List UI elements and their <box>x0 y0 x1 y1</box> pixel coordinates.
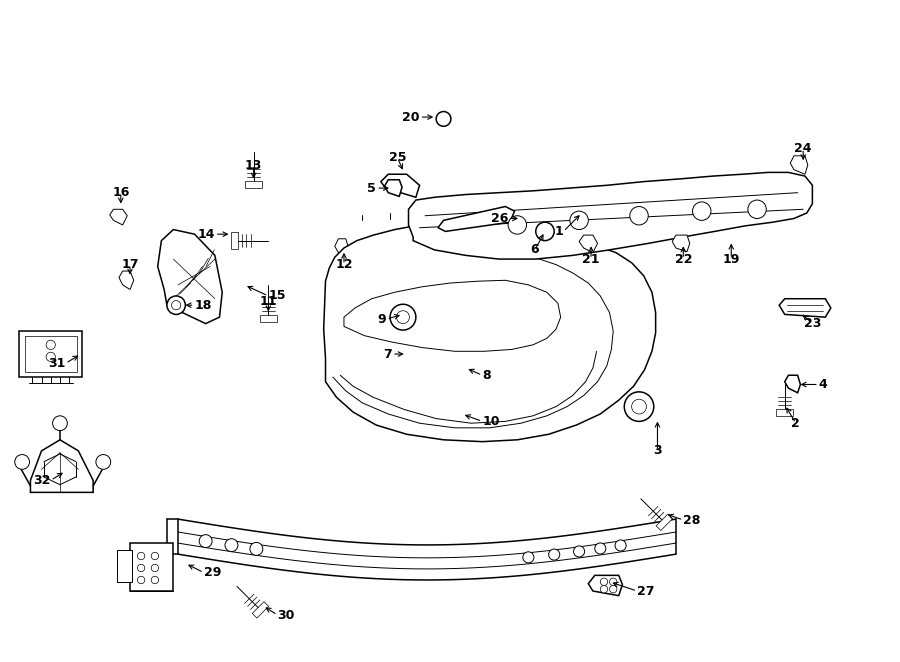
Text: 10: 10 <box>482 415 500 428</box>
Text: 32: 32 <box>33 474 50 487</box>
Circle shape <box>397 310 410 324</box>
FancyBboxPatch shape <box>25 336 77 373</box>
Polygon shape <box>790 156 808 174</box>
Circle shape <box>138 577 145 584</box>
Polygon shape <box>777 409 793 416</box>
Text: 17: 17 <box>122 258 139 271</box>
Circle shape <box>151 564 158 572</box>
Circle shape <box>138 552 145 559</box>
Polygon shape <box>381 174 419 197</box>
Circle shape <box>225 539 238 551</box>
Text: 5: 5 <box>367 181 376 195</box>
Polygon shape <box>779 299 831 317</box>
Text: 1: 1 <box>554 225 563 238</box>
Text: 9: 9 <box>378 312 386 326</box>
Polygon shape <box>438 207 515 232</box>
Circle shape <box>508 216 526 234</box>
Circle shape <box>436 111 451 126</box>
Polygon shape <box>454 362 470 379</box>
Circle shape <box>96 455 111 469</box>
Polygon shape <box>785 375 800 393</box>
Text: 18: 18 <box>194 299 212 312</box>
Circle shape <box>595 543 606 554</box>
Polygon shape <box>158 230 222 324</box>
Circle shape <box>609 578 617 585</box>
Circle shape <box>390 305 416 330</box>
Circle shape <box>523 552 534 563</box>
Polygon shape <box>409 172 813 259</box>
Circle shape <box>549 549 560 560</box>
Text: 3: 3 <box>653 444 662 457</box>
Text: 12: 12 <box>335 258 353 271</box>
Circle shape <box>52 416 68 430</box>
Text: 4: 4 <box>819 378 828 391</box>
Text: 2: 2 <box>791 416 800 430</box>
Circle shape <box>46 352 55 361</box>
Text: 28: 28 <box>683 514 701 526</box>
Text: 20: 20 <box>402 111 419 124</box>
Text: 29: 29 <box>203 566 221 579</box>
Polygon shape <box>324 218 655 442</box>
Text: 19: 19 <box>723 253 740 265</box>
Polygon shape <box>260 315 276 322</box>
Text: 21: 21 <box>582 253 599 265</box>
Text: 13: 13 <box>245 158 262 171</box>
Circle shape <box>615 540 626 551</box>
Polygon shape <box>31 440 93 493</box>
Text: 7: 7 <box>383 348 392 361</box>
Text: 27: 27 <box>637 585 654 598</box>
Text: 26: 26 <box>491 212 508 225</box>
Circle shape <box>46 340 55 350</box>
Polygon shape <box>119 271 134 289</box>
Circle shape <box>625 392 653 422</box>
Text: 11: 11 <box>259 295 277 308</box>
Text: 30: 30 <box>277 608 295 622</box>
Circle shape <box>536 222 554 240</box>
Text: 8: 8 <box>482 369 491 382</box>
Circle shape <box>166 296 185 314</box>
Text: 15: 15 <box>268 289 286 303</box>
Text: 31: 31 <box>48 357 66 370</box>
Polygon shape <box>579 235 598 253</box>
Polygon shape <box>589 575 623 596</box>
Circle shape <box>600 578 608 585</box>
Polygon shape <box>401 345 425 363</box>
Circle shape <box>151 552 158 559</box>
Circle shape <box>630 207 648 225</box>
Text: 14: 14 <box>197 228 215 241</box>
Circle shape <box>573 546 585 557</box>
Polygon shape <box>231 232 239 249</box>
Text: 25: 25 <box>389 151 406 164</box>
Text: 6: 6 <box>530 244 539 256</box>
Circle shape <box>632 399 646 414</box>
Polygon shape <box>344 280 561 352</box>
Text: 24: 24 <box>795 142 812 155</box>
Circle shape <box>250 542 263 555</box>
Polygon shape <box>117 551 132 582</box>
Circle shape <box>570 211 589 230</box>
Polygon shape <box>110 209 127 225</box>
Circle shape <box>609 585 617 593</box>
Text: 16: 16 <box>112 186 130 199</box>
FancyBboxPatch shape <box>20 331 82 377</box>
Circle shape <box>14 455 30 469</box>
Polygon shape <box>419 400 464 428</box>
Circle shape <box>151 577 158 584</box>
Polygon shape <box>656 514 672 530</box>
Polygon shape <box>384 180 402 197</box>
Polygon shape <box>335 239 348 258</box>
Polygon shape <box>252 602 269 618</box>
Circle shape <box>748 200 766 218</box>
Circle shape <box>692 202 711 220</box>
Circle shape <box>600 585 608 593</box>
Circle shape <box>199 535 212 547</box>
Polygon shape <box>130 543 174 591</box>
Text: 23: 23 <box>804 317 821 330</box>
Circle shape <box>138 564 145 572</box>
Polygon shape <box>672 235 689 252</box>
Polygon shape <box>246 181 262 188</box>
Circle shape <box>172 301 181 310</box>
Text: 22: 22 <box>674 253 692 265</box>
